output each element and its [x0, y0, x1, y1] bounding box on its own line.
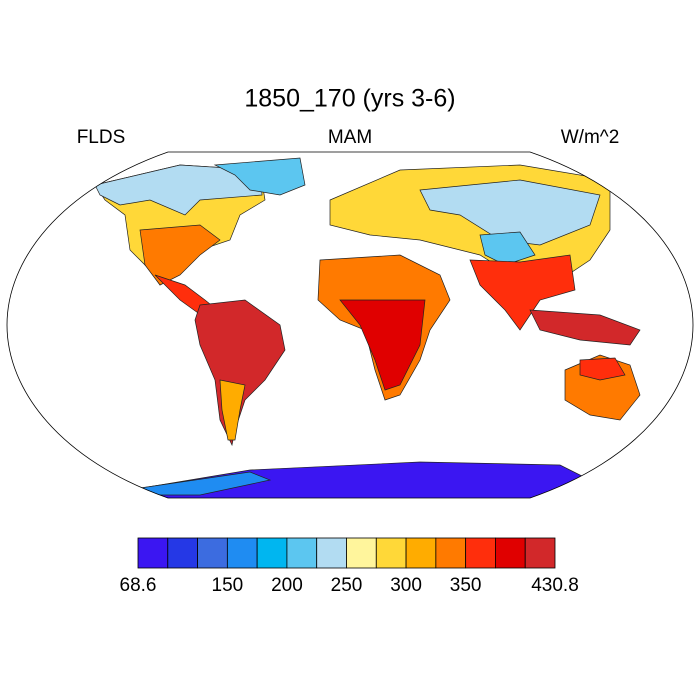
colorbar-box: [256, 537, 288, 569]
colorbar-label: 250: [331, 575, 363, 596]
colorbar-box: [405, 537, 437, 569]
colorbar-box: [226, 537, 258, 569]
colorbar-label: 200: [271, 575, 303, 596]
colorbar-box: [286, 537, 318, 569]
colorbar-label: 68.6: [120, 575, 157, 596]
colorbar-box: [524, 537, 556, 569]
colorbar-box: [465, 537, 496, 569]
units-label: W/m^2: [561, 127, 620, 148]
variable-label: FLDS: [77, 127, 126, 148]
colorbar-box: [167, 537, 198, 569]
colorbar-label: 350: [450, 575, 482, 596]
colorbar-box: [346, 537, 377, 569]
colorbar-box: [435, 537, 467, 569]
colorbar-box: [375, 537, 407, 569]
colorbar-label: 300: [390, 575, 422, 596]
colorbar: 68.6 150 200 250 300 350 430.8: [120, 537, 579, 596]
colorbar-label: 150: [212, 575, 244, 596]
colorbar-label: 430.8: [531, 575, 579, 596]
colorbar-box: [495, 537, 526, 569]
land: [94, 157, 641, 498]
colorbar-box: [197, 537, 228, 569]
title: 1850_170 (yrs 3-6): [244, 85, 455, 113]
colorbar-box: [316, 537, 347, 569]
colorbar-box: [137, 537, 169, 569]
season-label: MAM: [328, 127, 372, 148]
map-outline: [6, 151, 694, 499]
